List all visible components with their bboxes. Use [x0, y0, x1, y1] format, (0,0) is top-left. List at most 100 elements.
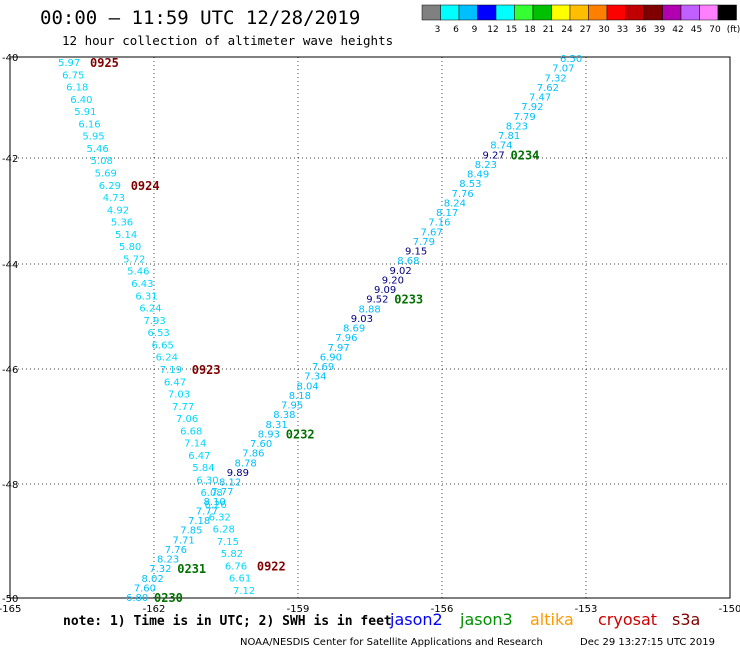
wave-height-value: 6.61 — [229, 574, 251, 585]
wave-height-value: 9.09 — [374, 285, 396, 296]
wave-height-value: 7.92 — [521, 102, 543, 113]
wave-height-value: 7.69 — [312, 362, 334, 373]
satellite-name-s3a: s3a — [672, 610, 700, 629]
legend-swatch — [662, 4, 682, 21]
wave-height-value: 7.97 — [328, 343, 350, 354]
wave-height-value: 8.23 — [475, 160, 497, 171]
wave-height-value: 5.82 — [221, 549, 243, 560]
wave-height-value: 7.77 — [172, 402, 194, 413]
wave-height-value: 7.81 — [498, 131, 520, 142]
wave-height-value: 8.68 — [397, 256, 419, 267]
wave-height-value: 5.14 — [115, 230, 137, 241]
wave-height-value: 6.90 — [320, 352, 342, 363]
wave-height-value: 6.43 — [131, 279, 153, 290]
wave-height-value: 6.68 — [180, 426, 202, 437]
legend-label: 15 — [506, 25, 517, 35]
wave-height-value: 7.16 — [428, 218, 450, 229]
wave-height-value: 6.65 — [152, 340, 174, 351]
pass-time-label: 0922 — [257, 559, 286, 573]
satellite-name-altika: altika — [530, 610, 574, 629]
wave-height-value: 7.14 — [184, 439, 206, 450]
wave-height-value: 7.15 — [217, 537, 239, 548]
wave-height-value: 8.17 — [436, 208, 458, 219]
wave-height-value: 7.67 — [421, 227, 443, 238]
y-tick-label: -50 — [2, 594, 18, 605]
footnote: note: 1) Time is in UTC; 2) SWH is in fe… — [63, 614, 392, 629]
map-frame — [9, 56, 731, 599]
x-tick-label: -159 — [287, 604, 310, 615]
wave-height-value: 5.36 — [111, 218, 133, 229]
wave-height-value: 7.12 — [233, 586, 255, 597]
legend-label: 6 — [453, 25, 459, 35]
wave-height-value: 7.76 — [165, 545, 187, 556]
legend-label: (ft) — [727, 25, 740, 35]
legend-label: 24 — [561, 25, 573, 35]
wave-height-value: 6.76 — [225, 561, 247, 572]
legend-label: 33 — [617, 25, 628, 35]
legend-swatch — [606, 4, 626, 21]
legend-swatch — [569, 4, 589, 21]
wave-height-value: 9.03 — [351, 314, 373, 325]
legend-label: 12 — [487, 25, 498, 35]
pass-time-label: 0925 — [90, 56, 119, 70]
wave-height-value: 6.16 — [78, 119, 100, 130]
wave-height-value: 6.50 — [560, 54, 582, 65]
wave-height-value: 6.31 — [135, 291, 157, 302]
satellite-legend: jason2 jason3 altika cryosat s3a — [389, 610, 700, 629]
timestamp-text: Dec 29 13:27:15 UTC 2019 — [580, 637, 715, 648]
wave-height-value: 7.85 — [180, 526, 202, 537]
wave-height-value: 9.20 — [382, 275, 404, 286]
page-subtitle: 12 hour collection of altimeter wave hei… — [62, 33, 393, 48]
axis-ticks: -165 -162 -159 -156 -153 -150 -40 -42 -44 -46 -48 -… — [0, 53, 740, 615]
wave-height-value: 6.47 — [188, 451, 210, 462]
x-tick-label: -150 — [719, 604, 740, 615]
pass-time-label: 0231 — [177, 562, 206, 576]
legend-label: 39 — [654, 25, 666, 35]
x-tick-label: -162 — [143, 604, 166, 615]
wave-height-value: 6.32 — [209, 512, 231, 523]
satellite-name-cryosat: cryosat — [598, 610, 657, 629]
pass-time-label: 0232 — [286, 427, 315, 441]
wave-height-value: 5.46 — [86, 144, 108, 155]
wave-height-value: 6.40 — [70, 95, 92, 106]
pass-time-label: 0924 — [131, 179, 160, 193]
legend-swatch — [680, 4, 700, 21]
wave-height-value: 9.15 — [405, 247, 427, 258]
wave-height-value: 5.46 — [127, 267, 149, 278]
legend-label: 45 — [691, 25, 702, 35]
y-tick-label: -46 — [2, 365, 18, 376]
pass-time-label: 0233 — [394, 293, 423, 307]
wave-height-value: 7.76 — [452, 189, 474, 200]
wave-height-value: 7.60 — [250, 439, 272, 450]
map-grid — [10, 57, 730, 598]
wave-height-value: 8.53 — [459, 179, 481, 190]
y-tick-label: -40 — [2, 53, 18, 64]
page-title: 00:00 – 11:59 UTC 12/28/2019 — [40, 7, 360, 29]
legend-swatch — [532, 4, 552, 21]
x-tick-label: -165 — [0, 604, 21, 615]
legend-swatch — [625, 4, 645, 21]
legend-label: 18 — [524, 25, 536, 35]
wave-height-value: 7.96 — [335, 333, 357, 344]
wave-height-value: 5.84 — [192, 463, 214, 474]
wave-height-value: 8.78 — [235, 458, 257, 469]
legend-label: 27 — [580, 25, 591, 35]
wave-height-value: 8.38 — [273, 410, 295, 421]
wave-height-value: 8.88 — [359, 304, 381, 315]
wave-height-value: 6.24 — [156, 353, 178, 364]
wave-height-value: 9.02 — [390, 266, 412, 277]
wave-height-value: 6.30 — [196, 475, 218, 486]
color-legend: 3 6 9 12 15 18 21 24 27 30 33 36 39 42 45 70 (ft) — [421, 4, 740, 35]
satellite-name-jason3: jason3 — [459, 610, 513, 629]
wave-height-value: 6.29 — [99, 181, 121, 192]
x-tick-label: -156 — [431, 604, 454, 615]
wave-height-value: 9.27 — [483, 150, 505, 161]
legend-label: 21 — [543, 25, 554, 35]
wave-height-value: 8.74 — [490, 141, 512, 152]
wave-height-value: 7.32 — [545, 73, 567, 84]
x-tick-label: -153 — [575, 604, 598, 615]
legend-swatch — [514, 4, 534, 21]
wave-height-value: 9.52 — [366, 295, 388, 306]
wave-height-value: 8.93 — [258, 429, 280, 440]
wave-height-value: 8.02 — [142, 574, 164, 585]
